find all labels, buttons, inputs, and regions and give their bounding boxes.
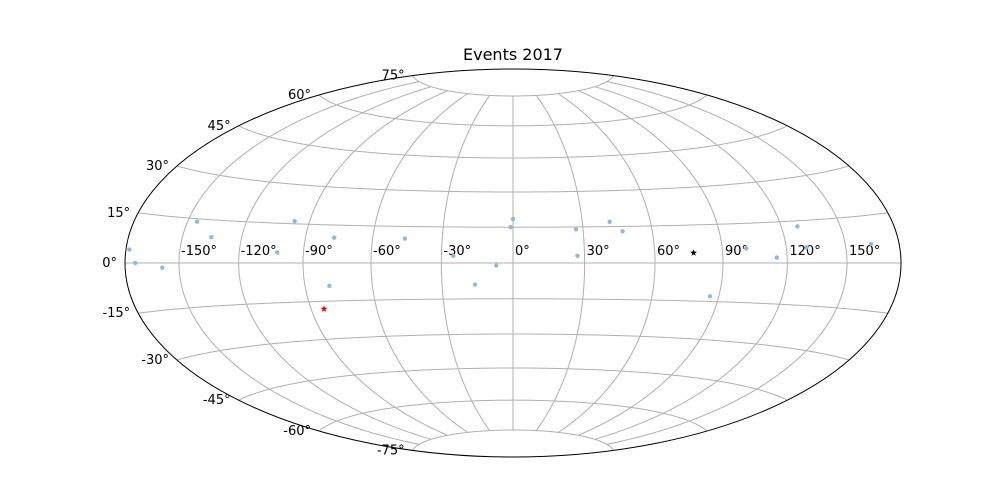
lon-tick-label: 90°: [725, 244, 748, 259]
lat-tick-label: 75°: [382, 69, 405, 84]
event-point: [332, 235, 337, 240]
lat-tick-label: -45°: [203, 393, 231, 408]
parallel--75: [412, 429, 614, 451]
lat-tick-label: -15°: [102, 306, 130, 321]
lon-tick-label: -120°: [241, 244, 277, 259]
parallel-45: [238, 125, 788, 159]
lat-tick-label: 60°: [288, 88, 311, 103]
map-boundary-frame: [124, 68, 902, 458]
tick-labels: -150° -120° -90° -60° -30° 0° 30° 60° 90° 120° 150…: [102, 69, 880, 459]
lat-tick-label: -60°: [283, 424, 311, 439]
lat-tick-label: 45°: [208, 119, 231, 134]
event-point: [327, 283, 332, 289]
lon-tick-label: -60°: [373, 244, 401, 259]
event-point: [402, 236, 408, 241]
event-point: [494, 263, 499, 268]
parallel--45: [238, 367, 788, 401]
event-point: [194, 219, 200, 224]
event-point: [508, 224, 513, 230]
lon-tick-label: 30°: [587, 244, 610, 259]
parallel-75: [412, 75, 614, 97]
event-point: [209, 234, 214, 240]
parallel-60: [318, 94, 708, 127]
lat-tick-label: 15°: [107, 206, 130, 221]
lon-tick-label: 150°: [849, 244, 880, 259]
event-point: [774, 255, 779, 260]
parallel--60: [318, 399, 708, 432]
parallel--30: [176, 333, 850, 361]
event-point: [451, 253, 456, 258]
chart-title: Events 2017: [463, 45, 563, 64]
event-point: [127, 247, 132, 252]
event-point: [707, 294, 713, 299]
star-marker: [690, 249, 697, 256]
star-marker: [320, 305, 328, 312]
event-point: [472, 282, 478, 287]
lat-tick-label: 0°: [102, 256, 117, 271]
parallel-15: [138, 212, 888, 228]
event-point: [292, 219, 297, 224]
event-point: [275, 250, 280, 255]
lon-tick-label: 0°: [515, 244, 530, 259]
lat-tick-label: -30°: [141, 353, 169, 368]
event-markers: [127, 216, 874, 312]
event-point: [804, 245, 809, 250]
lon-tick-label: -90°: [305, 244, 333, 259]
event-point: [510, 216, 516, 222]
lon-tick-label: -30°: [443, 244, 471, 259]
lat-tick-label: -75°: [377, 443, 405, 458]
event-point: [575, 253, 580, 258]
event-point: [868, 241, 874, 247]
graticule-gridlines: [125, 75, 901, 451]
lon-tick-label: 120°: [789, 244, 820, 259]
event-point: [620, 229, 625, 234]
event-point: [607, 219, 612, 224]
event-point: [133, 260, 138, 266]
parallel-30: [176, 165, 850, 193]
event-point: [573, 227, 579, 232]
event-point: [160, 265, 165, 270]
event-point: [744, 246, 749, 251]
parallel--15: [138, 298, 888, 314]
lon-tick-label: 60°: [657, 244, 680, 259]
event-point: [795, 224, 800, 229]
lat-tick-label: 30°: [146, 159, 169, 174]
lon-tick-label: -150°: [181, 244, 217, 259]
